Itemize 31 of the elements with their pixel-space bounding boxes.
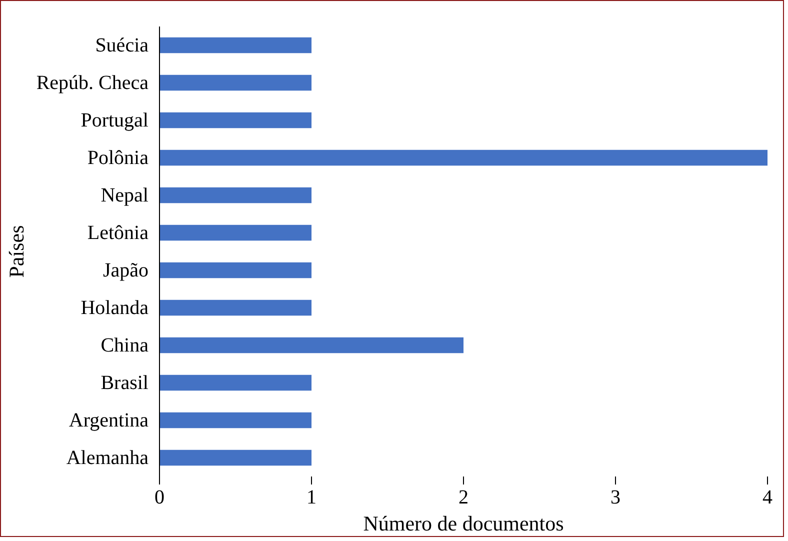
y-axis-title: Países	[4, 225, 28, 278]
y-tick-label: Holanda	[80, 296, 149, 319]
x-tick-label: 1	[306, 486, 316, 508]
bar	[160, 337, 464, 354]
bar	[160, 450, 312, 466]
x-tick-label: 4	[762, 486, 772, 508]
y-tick-label: Suécia	[95, 34, 149, 56]
y-tick-label: Polônia	[87, 146, 149, 169]
bar	[160, 112, 312, 128]
bar	[160, 300, 312, 316]
bar	[160, 187, 312, 204]
bar	[160, 74, 312, 91]
bar	[160, 262, 312, 278]
y-tick-label: China	[100, 334, 149, 356]
x-tick-label: 0	[154, 486, 164, 508]
bar	[160, 150, 768, 166]
x-tick-label: 2	[458, 486, 468, 508]
y-tick-label: Argentina	[68, 409, 149, 432]
y-tick-label: Portugal	[80, 109, 149, 132]
x-axis-title: Número de documentos	[363, 512, 564, 536]
x-tick-label: 3	[610, 486, 620, 508]
bar	[160, 37, 312, 54]
y-tick-label: Alemanha	[66, 446, 149, 469]
bar	[160, 412, 312, 428]
y-tick-label: Nepal	[100, 184, 149, 206]
y-tick-label: Brasil	[100, 372, 149, 394]
bar	[160, 224, 312, 241]
y-tick-label: Repúb. Checa	[36, 72, 149, 94]
bar	[160, 374, 312, 391]
y-tick-label: Letônia	[87, 222, 149, 244]
y-tick-label: Japão	[102, 259, 149, 282]
